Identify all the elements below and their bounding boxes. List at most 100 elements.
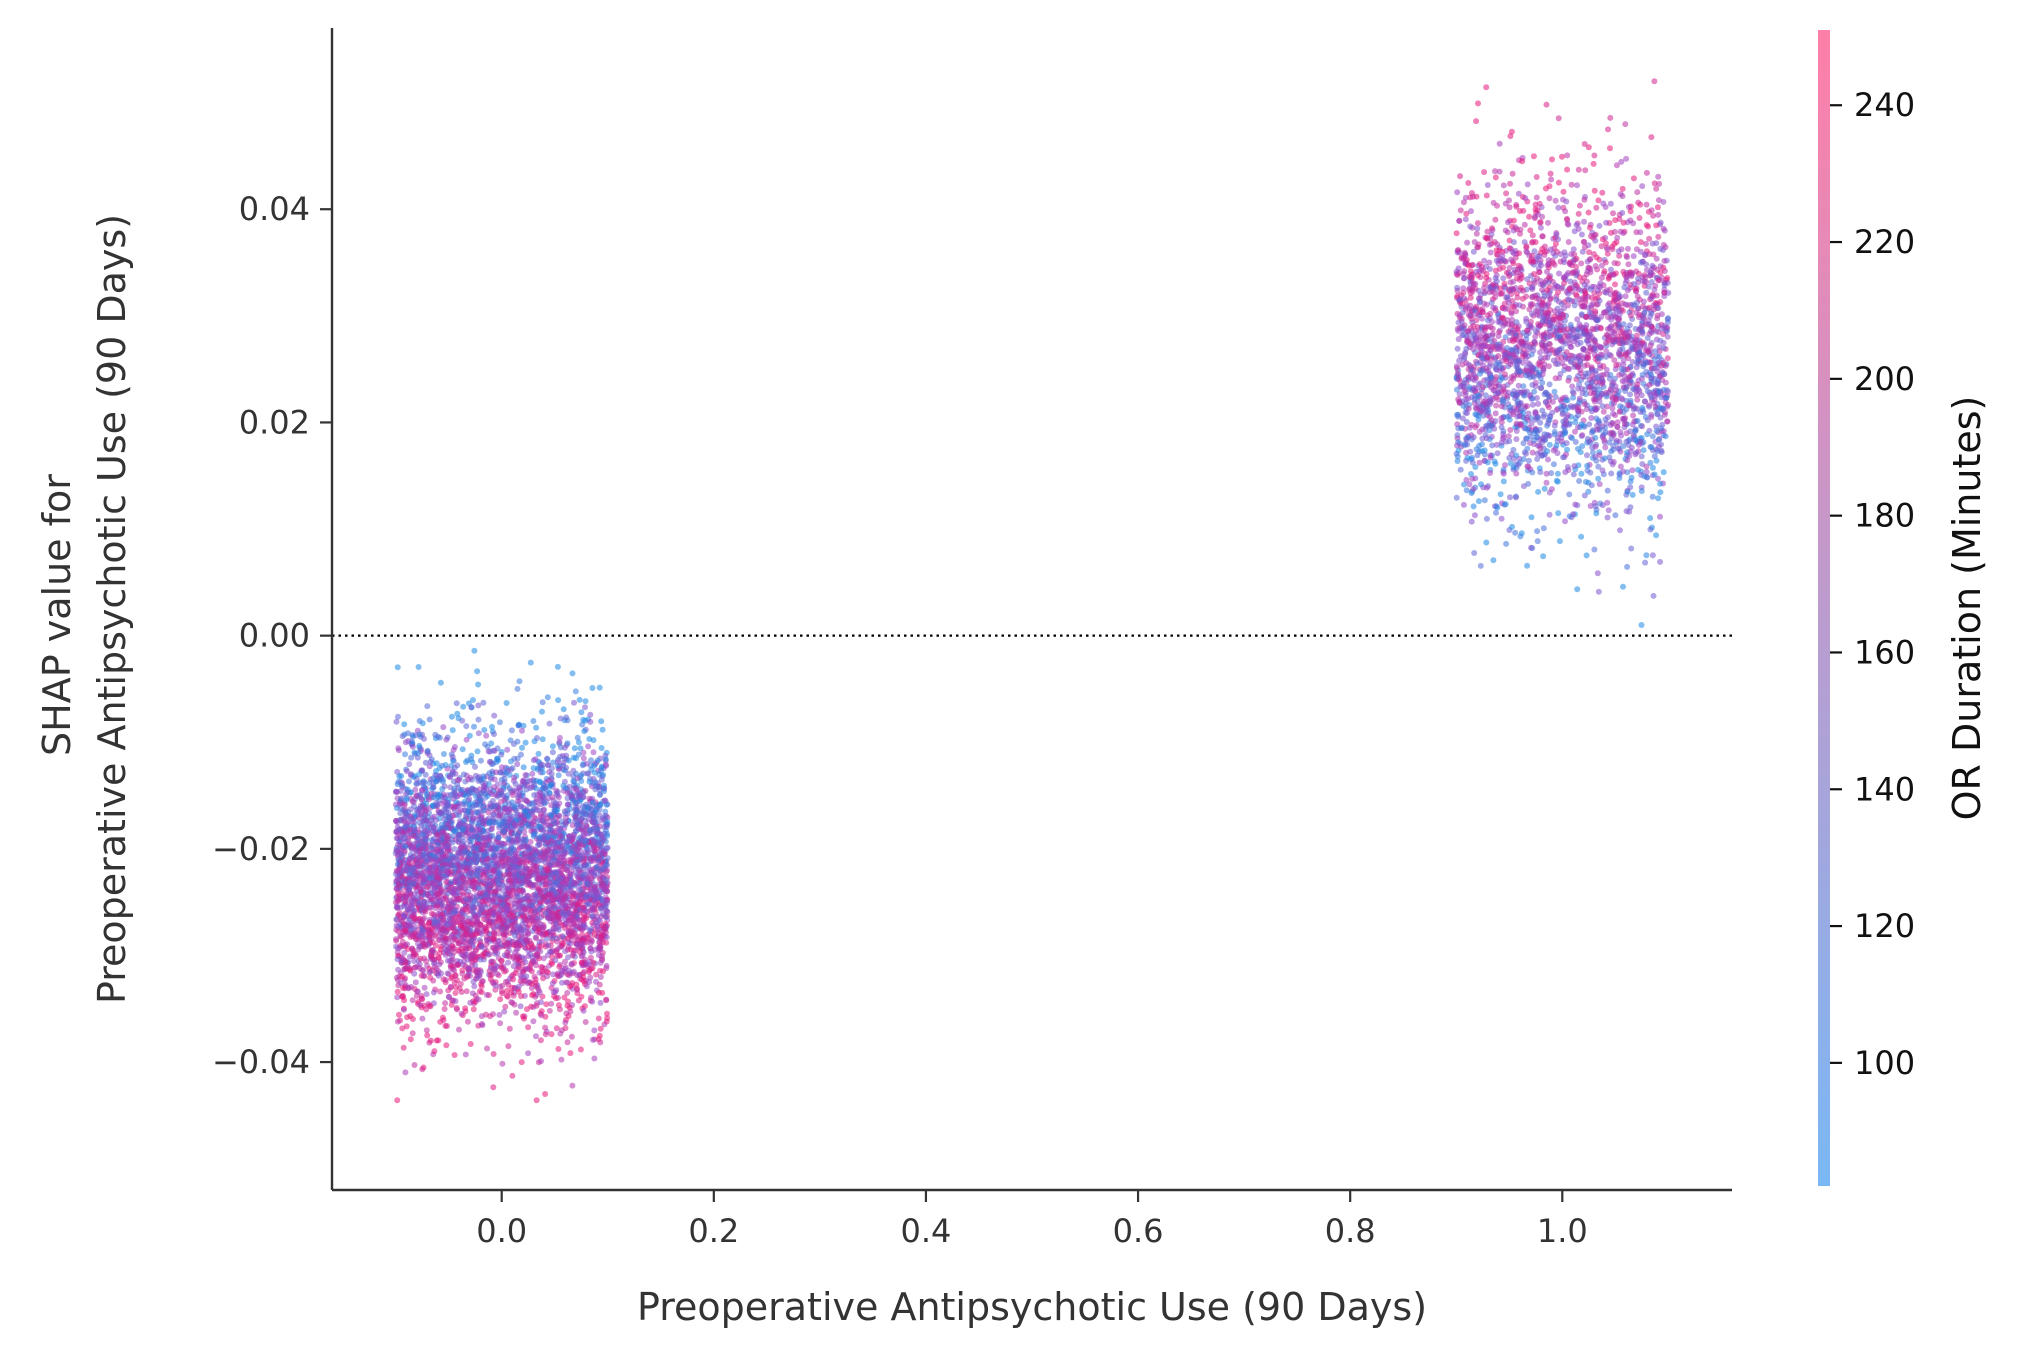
scatter-point [501, 1008, 508, 1015]
scatter-point [573, 807, 580, 814]
scatter-point [409, 997, 416, 1004]
scatter-point [393, 718, 400, 725]
scatter-point [573, 785, 580, 792]
scatter-point [462, 906, 469, 913]
scatter-point [597, 1025, 604, 1032]
scatter-point [425, 796, 432, 803]
scatter-point [594, 757, 601, 764]
scatter-point [401, 721, 408, 728]
scatter-point [468, 820, 475, 827]
scatter-point [514, 738, 521, 745]
scatter-point [576, 821, 583, 828]
scatter-point [556, 863, 563, 870]
scatter-point [445, 792, 452, 799]
scatter-point [522, 916, 528, 922]
scatter-point [525, 1024, 532, 1031]
scatter-point [394, 945, 401, 952]
scatter-point [461, 958, 467, 965]
scatter-point [518, 993, 525, 1000]
scatter-point [436, 950, 443, 956]
scatter-point [452, 998, 459, 1005]
scatter-point [483, 991, 490, 998]
scatter-point [457, 791, 464, 798]
scatter-point [442, 895, 449, 902]
scatter-point [514, 685, 521, 692]
scatter-point [491, 731, 497, 738]
scatter-point [542, 910, 549, 917]
scatter-point [596, 981, 603, 988]
scatter-point [414, 988, 421, 995]
scatter-point [587, 945, 594, 952]
scatter-point [555, 772, 562, 779]
scatter-point [436, 809, 442, 816]
scatter-point [531, 973, 538, 980]
scatter-point [578, 709, 585, 716]
scatter-point [512, 781, 519, 787]
scatter-point [497, 983, 503, 990]
scatter-point [582, 698, 589, 705]
scatter-point [529, 980, 536, 987]
scatter-point [599, 836, 606, 842]
scatter-point [518, 1059, 525, 1066]
scatter-point [404, 768, 410, 775]
scatter-point [489, 723, 495, 730]
scatter-point [472, 957, 479, 964]
scatter-point [557, 825, 564, 832]
scatter-point [572, 688, 579, 695]
scatter-point [442, 762, 449, 768]
scatter-point [519, 744, 525, 751]
scatter-point [584, 880, 591, 887]
scatter-point [464, 931, 471, 938]
scatter-point [555, 1046, 562, 1052]
scatter-point [548, 1000, 555, 1007]
scatter-point [488, 740, 495, 747]
scatter-point [499, 1060, 506, 1067]
scatter-point [474, 668, 481, 675]
scatter-point [463, 988, 470, 995]
scatter-point [467, 774, 474, 781]
scatter-point [603, 914, 610, 921]
scatter-point [543, 1001, 550, 1008]
scatter-point [478, 906, 485, 913]
scatter-point [463, 723, 470, 730]
scatter-point [522, 772, 529, 778]
scatter-point [463, 926, 470, 933]
scatter-point [449, 839, 456, 846]
scatter-point [562, 1019, 569, 1026]
scatter-point [468, 704, 475, 711]
scatter-point [546, 826, 553, 832]
scatter-point [405, 984, 412, 991]
scatter-point [424, 703, 431, 710]
scatter-point [465, 888, 472, 895]
scatter-point [475, 681, 482, 688]
scatter-point [444, 970, 451, 977]
scatter-point [591, 819, 598, 826]
scatter-point [454, 777, 461, 784]
scatter-point [530, 805, 537, 812]
scatter-point [588, 806, 595, 813]
scatter-point [408, 754, 415, 761]
scatter-point [564, 789, 571, 796]
scatter-point [437, 988, 444, 995]
scatter-point [579, 762, 586, 769]
scatter-point [583, 837, 590, 844]
scatter-point [469, 990, 476, 997]
scatter-point [572, 907, 579, 914]
scatter-point [421, 984, 428, 991]
scatter-point [512, 970, 519, 976]
scatter-point [489, 791, 495, 797]
scatter-point [483, 732, 490, 739]
scatter-point [409, 1030, 416, 1037]
scatter-point [582, 704, 588, 711]
scatter-point [520, 722, 527, 729]
scatter-point [587, 954, 594, 961]
scatter-point [588, 994, 594, 1001]
scatter-point [601, 782, 607, 789]
scatter-point [427, 968, 434, 975]
scatter-point [411, 891, 418, 898]
scatter-point [570, 778, 577, 785]
scatter-point [496, 719, 503, 726]
scatter-point [474, 873, 481, 880]
scatter-point [457, 980, 464, 987]
scatter-point [492, 986, 499, 993]
